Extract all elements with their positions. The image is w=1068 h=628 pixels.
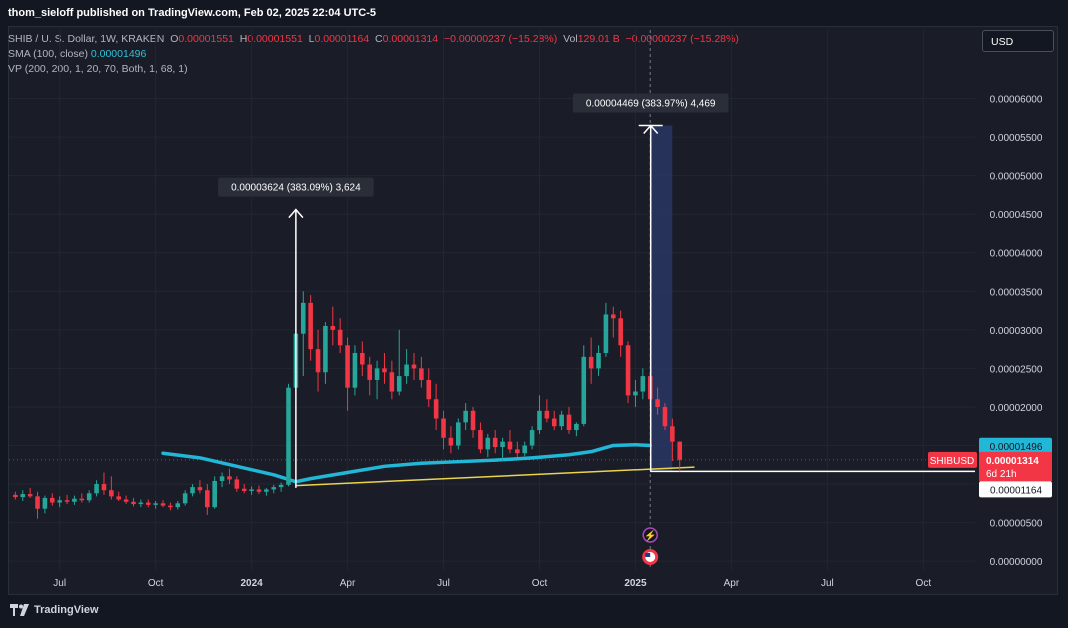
publisher-line: thom_sieloff published on TradingView.co…: [8, 7, 376, 19]
symbol-legend: SHIB / U. S. Dollar, 1W, KRAKEN O0.00001…: [8, 33, 739, 45]
currency-button[interactable]: USD: [982, 30, 1054, 52]
volume-value: 129.01 B: [577, 33, 620, 45]
tradingview-logo[interactable]: TradingView: [10, 604, 99, 616]
tradingview-brand: TradingView: [34, 604, 99, 616]
chart-panel[interactable]: [8, 26, 1058, 595]
low-value: 0.00001164: [314, 33, 370, 45]
tradingview-logo-icon: [10, 604, 29, 616]
high-value: 0.00001551: [247, 33, 303, 45]
open-value: 0.00001551: [178, 33, 234, 45]
volume-change: −0.00000237 (−15.28%): [625, 33, 739, 45]
sma-value: 0.00001496: [90, 48, 147, 60]
sma-legend[interactable]: SMA (100, close) 0.00001496: [8, 48, 147, 60]
vp-legend[interactable]: VP (200, 200, 1, 20, 70, Both, 1, 68, 1): [8, 63, 188, 75]
close-value: 0.00001314: [382, 33, 439, 45]
symbol-name: SHIB / U. S. Dollar, 1W, KRAKEN: [8, 33, 165, 45]
change-value: −0.00000237 (−15.28%): [443, 33, 558, 45]
